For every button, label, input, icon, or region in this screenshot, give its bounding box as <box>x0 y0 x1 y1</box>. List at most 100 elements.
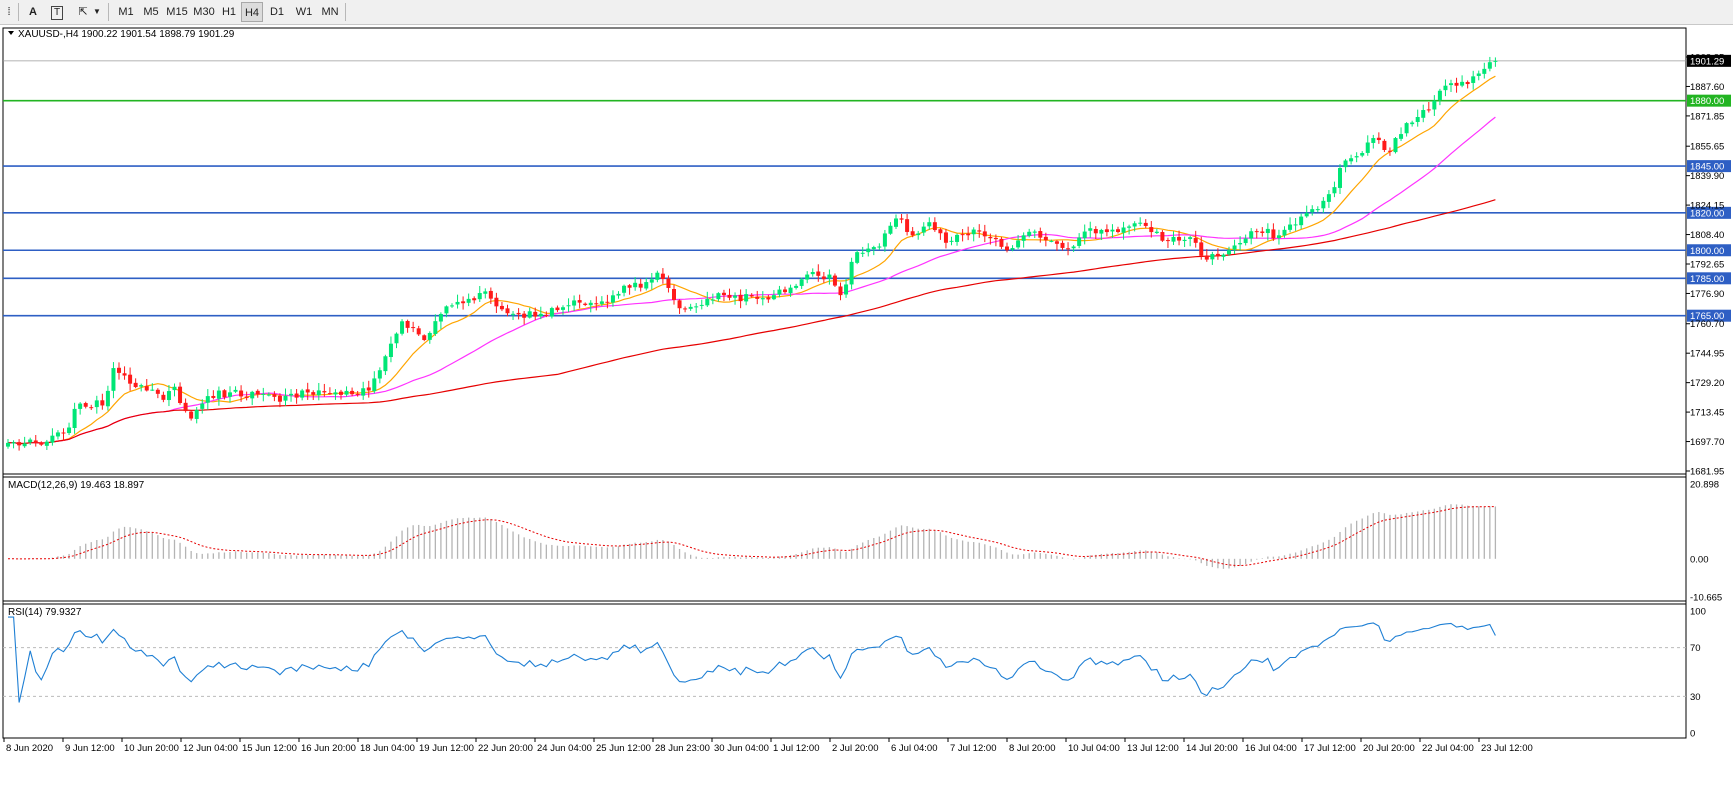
candle-body <box>28 439 33 443</box>
candle-body <box>250 391 255 399</box>
time-tick-label-0: 8 Jun 2020 <box>6 743 53 754</box>
timeframe-m5-button[interactable]: M5 <box>143 6 159 18</box>
price-axis: 1903.351887.601871.851855.651839.901824.… <box>1686 53 1731 478</box>
candle-body <box>6 442 10 447</box>
crosshair-icon[interactable]: ⁞ <box>7 6 11 18</box>
candle-body <box>966 233 971 236</box>
candle-body <box>311 392 316 395</box>
candle-body <box>1088 228 1093 231</box>
arrows-dropdown-chevron-icon[interactable]: ▼ <box>93 7 101 16</box>
level-price-label-2: 1820.00 <box>1690 208 1724 219</box>
candle-body <box>1454 82 1459 86</box>
candle-body <box>622 285 627 293</box>
candle-body <box>194 409 199 419</box>
time-tick-label-18: 10 Jul 04:00 <box>1068 743 1120 754</box>
candle-body <box>350 390 355 395</box>
collapse-triangle-icon[interactable] <box>8 31 14 35</box>
candle-body <box>205 396 210 403</box>
candle-body <box>1265 228 1270 234</box>
price-tick-label-1: 1887.60 <box>1690 82 1724 93</box>
candle-body <box>599 301 604 304</box>
candle-body <box>855 252 860 263</box>
candle-body <box>277 395 282 402</box>
price-tick-label-7: 1792.65 <box>1690 260 1724 271</box>
candle-body <box>588 302 593 306</box>
candle-body <box>1060 242 1065 248</box>
candle-body <box>433 321 438 335</box>
candle-body <box>910 231 915 236</box>
ma-slow-line <box>7 199 1496 445</box>
timeframe-m30-button[interactable]: M30 <box>193 6 215 18</box>
price-tick-label-14: 1681.95 <box>1690 467 1724 478</box>
candle-body <box>1238 243 1243 245</box>
candle-body <box>1310 209 1315 213</box>
candle-body <box>44 441 49 446</box>
candle-body <box>549 308 554 317</box>
candle-body <box>322 391 327 393</box>
candle-body <box>1299 216 1304 226</box>
timeframe-d1-button[interactable]: D1 <box>269 6 285 18</box>
candle-body <box>1132 223 1137 227</box>
candle-body <box>688 306 693 309</box>
candle-body <box>955 234 960 242</box>
candle-body <box>916 233 921 236</box>
candle-body <box>527 311 532 318</box>
text-label-icon[interactable]: T <box>48 2 66 22</box>
candle-body <box>638 283 643 288</box>
candle-body <box>122 373 127 376</box>
candle-body <box>17 442 22 446</box>
timeframe-m15-button[interactable]: M15 <box>166 6 188 18</box>
candle-body <box>11 442 16 444</box>
timeframe-h1-button[interactable]: H1 <box>221 6 237 18</box>
candle-body <box>816 271 821 276</box>
candle-body <box>938 229 943 234</box>
time-tick-label-22: 17 Jul 12:00 <box>1304 743 1356 754</box>
candle-body <box>1116 229 1120 233</box>
candle-body <box>810 271 815 275</box>
candle-body <box>355 393 360 395</box>
candle-body <box>1099 229 1104 234</box>
candle-body <box>39 442 44 445</box>
candle-body <box>1382 140 1387 150</box>
candle-body <box>333 392 338 395</box>
chart-window[interactable]: 1880.00 1845.00 1820.00 1800.00 1785.00 1765.… <box>0 25 1733 792</box>
candle-body <box>1143 222 1148 226</box>
candle-body <box>1476 73 1481 76</box>
candle-body <box>411 327 416 329</box>
candle-body <box>1071 246 1076 249</box>
timeframe-m1-button[interactable]: M1 <box>118 6 134 18</box>
text-icon[interactable]: A <box>29 6 37 18</box>
candle-body <box>477 293 482 300</box>
candle-body <box>1349 158 1354 162</box>
candle-body <box>627 285 632 288</box>
candle-body <box>583 303 588 305</box>
candle-body <box>572 300 577 306</box>
price-tick-label-3: 1855.65 <box>1690 142 1724 153</box>
timeframe-mn-button[interactable]: MN <box>321 6 339 18</box>
candle-body <box>100 400 105 406</box>
candle-body <box>400 321 405 334</box>
candle-body <box>672 289 676 300</box>
candle-body <box>633 282 638 288</box>
price-tick-label-12: 1713.45 <box>1690 408 1724 419</box>
chart-frame <box>2 27 1687 739</box>
candle-body <box>1426 109 1431 111</box>
time-tick-label-9: 24 Jun 04:00 <box>537 743 592 754</box>
time-tick-label-20: 14 Jul 20:00 <box>1186 743 1238 754</box>
candle-body <box>1138 222 1143 224</box>
candle-body <box>1016 240 1021 248</box>
arrows-icon[interactable]: ⇱ <box>78 6 88 18</box>
candle-body <box>971 229 976 235</box>
candle-body <box>522 313 527 318</box>
candle-body <box>339 391 343 395</box>
candle-body <box>1404 123 1409 134</box>
candlesticks <box>6 56 1498 451</box>
timeframe-h4-button[interactable]: H4 <box>241 2 263 22</box>
candle-body <box>988 236 993 239</box>
timeframe-w1-button[interactable]: W1 <box>295 6 313 18</box>
level-price-label-3: 1800.00 <box>1690 246 1724 257</box>
candle-body <box>344 390 349 395</box>
candle-body <box>327 393 332 395</box>
candle-body <box>78 403 83 409</box>
candle-body <box>894 218 898 227</box>
